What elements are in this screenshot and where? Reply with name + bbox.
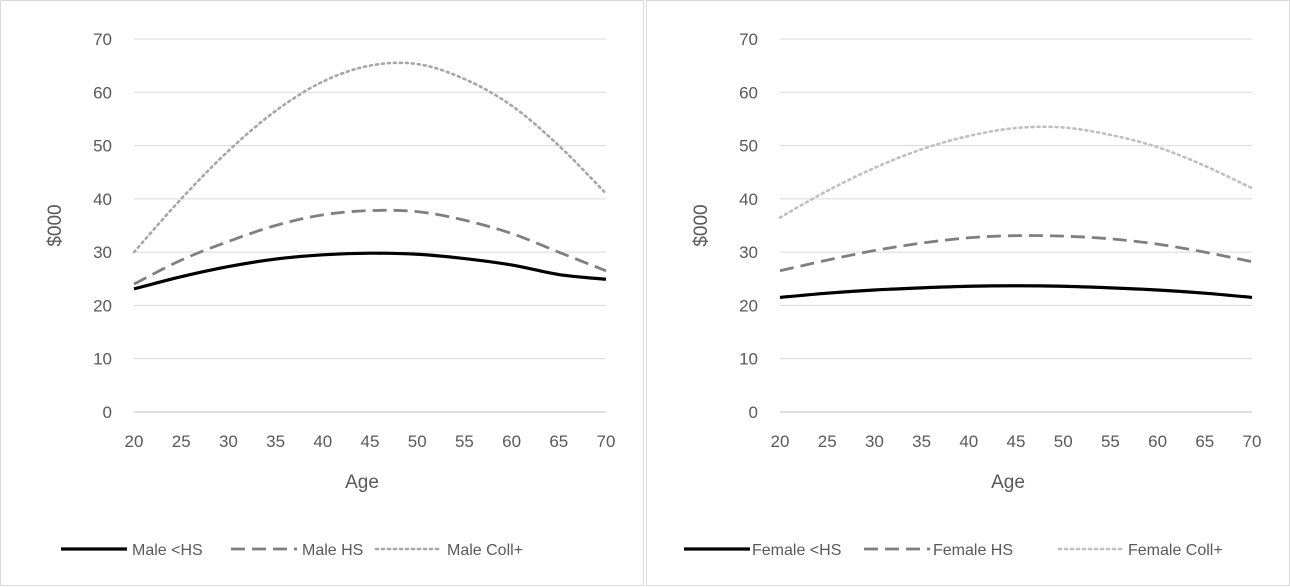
x-tick-label: 70 [1243,432,1262,451]
legend-label: Male HS [302,542,363,559]
female-earnings-chart-panel: 0 10 20 30 40 50 60 70 20 25 30 35 40 45 50 55 60 65 70 Age… [646,0,1290,586]
x-axis-title: Age [991,472,1025,493]
y-tick-label: 10 [93,350,112,369]
x-tick-label: 30 [219,432,238,451]
series-line-female-coll [778,125,1254,219]
x-tick-label: 50 [408,432,427,451]
series-line-male-hs [133,208,607,286]
y-tick-label: 0 [103,403,112,422]
y-tick-label: 60 [93,83,112,102]
x-tick-label: 35 [912,432,931,451]
y-tick-label: 70 [739,30,758,49]
y-axis-title: $000 [691,204,712,246]
x-tick-label: 55 [1101,432,1120,451]
x-tick-label: 65 [1195,432,1214,451]
series-line-female-hs [779,284,1253,300]
y-tick-label: 10 [739,350,758,369]
y-tick-label: 0 [749,403,758,422]
x-tick-label: 40 [959,432,978,451]
male-earnings-chart: 0 10 20 30 40 50 60 70 20 25 30 35 40 45 50 55 60 65 70 Age… [45,30,616,559]
x-tick-label: 70 [597,432,616,451]
x-tick-label: 60 [502,432,521,451]
x-tick-label: 20 [125,432,144,451]
x-tick-label: 65 [549,432,568,451]
x-tick-label: 60 [1148,432,1167,451]
y-tick-label: 60 [739,83,758,102]
y-tick-label: 20 [739,296,758,315]
series-line-male-coll [132,61,608,254]
y-tick-label: 40 [739,190,758,209]
y-tick-label: 40 [93,190,112,209]
legend-label: Female <HS [752,542,841,559]
x-tick-label: 35 [266,432,285,451]
y-tick-label: 30 [93,243,112,262]
y-tick-label: 70 [93,30,112,49]
female-earnings-chart: 0 10 20 30 40 50 60 70 20 25 30 35 40 45 50 55 60 65 70 Age… [684,30,1262,559]
x-tick-label: 50 [1054,432,1073,451]
x-tick-label: 45 [1007,432,1026,451]
male-earnings-chart-panel: 0 10 20 30 40 50 60 70 20 25 30 35 40 45 50 55 60 65 70 Age… [0,0,644,586]
x-tick-label: 20 [771,432,790,451]
y-tick-label: 20 [93,296,112,315]
legend-label: Female HS [933,542,1013,559]
y-tick-label: 50 [739,137,758,156]
series-line-female-hs [779,234,1253,273]
legend-label: Male <HS [132,542,203,559]
x-tick-label: 55 [455,432,474,451]
legend-label: Male Coll+ [447,542,523,559]
y-tick-label: 50 [93,137,112,156]
x-tick-label: 40 [313,432,332,451]
y-axis-title: $000 [45,204,66,246]
x-axis-title: Age [345,472,379,493]
x-tick-label: 45 [361,432,380,451]
x-tick-label: 30 [865,432,884,451]
legend-label: Female Coll+ [1128,542,1223,559]
y-tick-label: 30 [739,243,758,262]
x-tick-label: 25 [172,432,191,451]
x-tick-label: 25 [818,432,837,451]
series-line-male-hs [133,251,607,291]
